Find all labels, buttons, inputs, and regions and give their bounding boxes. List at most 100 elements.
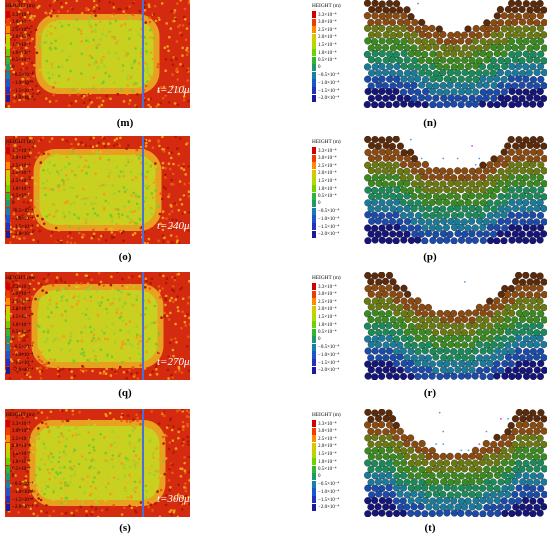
legend-swatch: [6, 458, 10, 466]
legend-tick-label: −1.0×10⁻⁴: [12, 80, 34, 86]
legend-swatch: [6, 71, 10, 79]
legend-entry: −2.0×10⁻⁴: [6, 503, 34, 511]
legend-swatch: [6, 87, 10, 95]
time-label: t=240μs: [157, 220, 194, 232]
legend-entry: 1.5×10⁻⁴: [312, 41, 337, 49]
legend-swatch: [6, 18, 10, 26]
legend-tick-label: −1.5×10⁻⁴: [318, 88, 340, 94]
legend-tick-label: 1.5×10⁻⁴: [318, 178, 337, 184]
legend-entry: 1.0×10⁻⁴: [6, 49, 30, 57]
legend-tick-label: 3.0×10⁻⁴: [12, 156, 31, 162]
legend-swatch: [312, 359, 316, 367]
legend-tick-label: −1.0×10⁻⁴: [318, 489, 340, 495]
legend-swatch: [312, 64, 316, 72]
legend-entry: −2.0×10⁻⁴: [312, 366, 340, 374]
time-label: t=300μs: [157, 493, 194, 505]
legend-tick-label: −2.0×10⁻⁴: [12, 505, 34, 511]
legend-swatch: [312, 496, 316, 504]
legend-swatch: [6, 465, 10, 473]
legend-entry: 0: [312, 200, 321, 208]
legend-entry: 0: [312, 336, 321, 344]
top-view-height-map: [5, 0, 190, 108]
panel-caption-right: (p): [423, 251, 437, 263]
legend-title: HEIGHT (m): [6, 412, 35, 418]
legend-tick-label: 1.5×10⁻⁴: [318, 451, 337, 457]
legend-tick-label: 3.3×10⁻⁴: [318, 421, 337, 427]
legend-title: HEIGHT (m): [312, 412, 341, 418]
legend-swatch: [6, 366, 10, 374]
legend-swatch: [6, 162, 10, 170]
legend-swatch: [6, 442, 10, 450]
legend-entry: −1.0×10⁻⁴: [312, 488, 340, 496]
legend-entry: 0.5×10⁻⁴: [312, 328, 336, 336]
legend-tick-label: −1.0×10⁻⁴: [318, 352, 340, 358]
legend-swatch: [312, 336, 316, 344]
legend-entry: 0.5×10⁻⁴: [6, 192, 30, 200]
legend-tick-label: −1.5×10⁻⁴: [12, 224, 34, 230]
legend-entry: 3.0×10⁻⁴: [6, 290, 30, 298]
legend-entry: −1.5×10⁻⁴: [6, 87, 33, 95]
legend-swatch: [312, 215, 316, 223]
legend-entry: 0: [6, 473, 15, 481]
legend-swatch: [312, 420, 316, 428]
legend-tick-label: −1.0×10⁻⁴: [12, 489, 34, 495]
legend-tick-label: 2.5×10⁻⁴: [318, 163, 337, 169]
time-label: t=270μs: [157, 356, 194, 368]
legend-swatch: [6, 185, 10, 193]
legend-swatch: [312, 321, 316, 329]
legend-tick-label: 1.0×10⁻⁴: [318, 50, 337, 56]
legend-swatch: [6, 420, 10, 428]
legend-tick-label: 2.5×10⁻⁴: [12, 163, 31, 169]
legend-entry: −2.0×10⁻⁴: [6, 230, 33, 238]
legend-swatch: [6, 480, 10, 488]
time-label: t=210μs: [157, 84, 194, 96]
legend-entry: −1.5×10⁻⁴: [6, 496, 33, 504]
legend-swatch: [6, 351, 10, 359]
panel-caption-left: (m): [116, 117, 134, 129]
legend-entry: 2.5×10⁻⁴: [312, 162, 337, 170]
legend-tick-label: −2.0×10⁻⁴: [318, 368, 340, 374]
legend-tick-label: 2.0×10⁻⁴: [318, 307, 337, 313]
legend-entry: −2.0×10⁻⁴: [6, 366, 33, 374]
section-cut-line: [142, 409, 144, 517]
legend-swatch: [6, 313, 10, 321]
legend-tick-label: −1.0×10⁻⁴: [12, 216, 34, 222]
legend-tick-label: 3.0×10⁻⁴: [318, 292, 337, 298]
legend-entry: 3.3×10⁻⁴: [6, 283, 30, 291]
legend-swatch: [6, 473, 10, 481]
legend-swatch: [6, 192, 10, 200]
legend-tick-label: −2.0×10⁻⁴: [318, 505, 340, 511]
legend-tick-label: 2.0×10⁻⁴: [12, 307, 31, 313]
legend-tick-label: 0: [12, 201, 15, 207]
cross-section-particle-view: [364, 136, 547, 244]
legend-swatch: [6, 427, 10, 435]
legend-tick-label: 2.0×10⁻⁴: [12, 444, 31, 450]
legend-title: HEIGHT (m): [6, 139, 35, 145]
legend-tick-label: −1.5×10⁻⁴: [318, 360, 340, 366]
legend-tick-label: 2.5×10⁻⁴: [12, 299, 31, 305]
legend-swatch: [312, 18, 316, 26]
legend-tick-label: −2.0×10⁻⁴: [318, 232, 340, 238]
legend-tick-label: 1.0×10⁻⁴: [318, 459, 337, 465]
legend-swatch: [312, 450, 316, 458]
legend-tick-label: 1.0×10⁻⁴: [12, 322, 31, 328]
legend-tick-label: 0: [318, 337, 321, 343]
legend-entry: −0.5×10⁻⁴: [6, 343, 33, 351]
legend-entry: −1.0×10⁻⁴: [6, 488, 34, 496]
legend-entry: 0: [6, 336, 15, 344]
legend-tick-label: 1.5×10⁻⁴: [318, 42, 337, 48]
legend-entry: 1.5×10⁻⁴: [6, 177, 30, 185]
legend-entry: 1.5×10⁻⁴: [6, 41, 30, 49]
legend-swatch: [312, 366, 316, 374]
legend-entry: −1.0×10⁻⁴: [312, 351, 340, 359]
legend-entry: 2.5×10⁻⁴: [6, 435, 30, 443]
legend-entry: 2.0×10⁻⁴: [312, 442, 336, 450]
legend-swatch: [6, 11, 10, 19]
top-view-height-map: [5, 136, 190, 244]
legend-swatch: [6, 94, 10, 102]
legend-swatch: [312, 192, 316, 200]
legend-swatch: [312, 185, 316, 193]
legend-entry: 1.0×10⁻⁴: [6, 185, 30, 193]
legend-swatch: [6, 298, 10, 306]
legend-entry: 2.5×10⁻⁴: [312, 298, 336, 306]
